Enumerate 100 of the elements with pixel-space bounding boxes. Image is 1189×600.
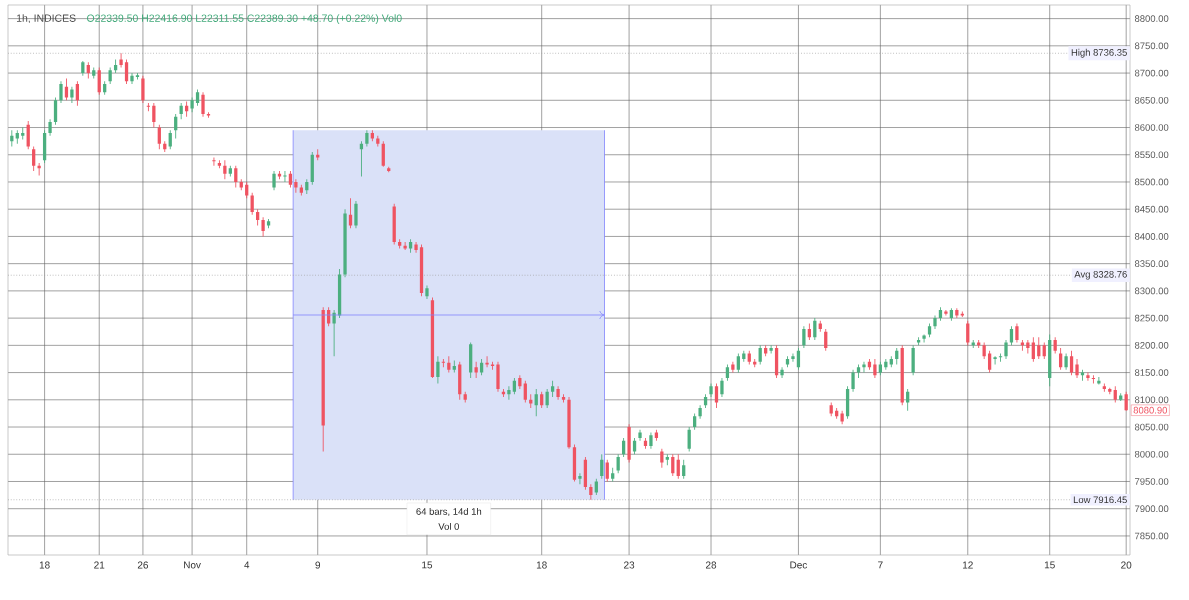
candlestick: [987, 350, 992, 373]
candlestick: [447, 356, 451, 373]
candlestick: [556, 386, 560, 400]
candlestick: [895, 348, 899, 365]
candlestick: [403, 241, 407, 251]
candlestick: [1119, 393, 1123, 401]
candlestick: [42, 130, 47, 163]
candlestick: [966, 320, 970, 346]
candlestick: [742, 350, 746, 362]
candlestick: [245, 181, 249, 199]
text: 1h, INDICES: [17, 14, 76, 24]
candlestick: [534, 388, 538, 417]
y-tick-label: 8550.00: [1134, 151, 1169, 159]
candlestick: [621, 437, 626, 457]
candlestick: [654, 429, 659, 441]
text: O22339.50 H22416.90 L22311.55 C22389.30 +48.70 (+0.22%) Vol0: [87, 14, 402, 24]
candlestick: [250, 192, 254, 215]
candlestick: [64, 78, 69, 101]
y-tick-label: 8450.00: [1134, 205, 1169, 213]
y-tick-label: 8100.00: [1134, 396, 1169, 404]
candlestick: [217, 160, 222, 169]
candlestick: [277, 171, 282, 180]
candlestick: [376, 135, 380, 147]
candlestick: [113, 59, 118, 74]
candlestick: [1064, 353, 1068, 370]
candlestick: [1042, 342, 1046, 359]
candlestick: [916, 337, 921, 346]
candlestick: [660, 448, 664, 468]
candlestick: [796, 348, 801, 370]
y-tick-label: 8500.00: [1134, 178, 1169, 186]
y-tick-label: 8750.00: [1134, 42, 1169, 50]
candlestick: [48, 119, 52, 136]
candlestick: [758, 345, 762, 365]
candlestick: [835, 407, 839, 419]
candlestick: [769, 345, 773, 354]
candlestick: [299, 184, 303, 196]
candlestick: [108, 67, 112, 84]
candlestick: [474, 361, 478, 379]
candlestick: [190, 97, 194, 113]
y-tick-label: 8200.00: [1134, 341, 1169, 349]
candlestick: [611, 467, 615, 482]
candlestick: [714, 383, 719, 408]
candlestick: [1108, 387, 1112, 395]
candlestick: [594, 478, 598, 496]
candlestick: [179, 103, 183, 120]
x-tick-label: 12: [962, 561, 973, 569]
candlestick: [518, 375, 522, 389]
candlestick: [550, 380, 555, 398]
candlestick: [294, 179, 298, 193]
candlestick: [649, 432, 653, 449]
candlestick: [1009, 326, 1014, 346]
candlestick: [15, 130, 19, 144]
x-tick-label: 18: [536, 561, 547, 569]
annotation: Vol 0: [438, 522, 459, 530]
candlestick: [878, 361, 882, 376]
candlestick: [687, 427, 691, 452]
candlestick: [37, 162, 41, 176]
candlestick: [698, 405, 702, 419]
y-tick-label: 8050.00: [1134, 423, 1169, 431]
candlestick: [348, 198, 353, 229]
candlestick: [496, 361, 500, 392]
candlestick: [731, 361, 735, 373]
y-tick-label: 8650.00: [1134, 96, 1169, 104]
candlestick: [103, 81, 107, 95]
candlestick: [567, 397, 571, 449]
candlestick: [201, 92, 205, 117]
candlestick: [441, 358, 445, 368]
candlestick: [627, 424, 631, 463]
x-tick-label: 18: [39, 561, 50, 569]
candlestick: [1069, 350, 1074, 376]
candlestick: [774, 345, 779, 379]
candlestick: [316, 149, 320, 161]
candlestick: [982, 342, 986, 359]
candlestick: [195, 89, 200, 106]
candlestick: [824, 329, 828, 351]
candlestick: [643, 437, 648, 449]
candlestick: [1097, 376, 1101, 385]
candlestick: [32, 146, 36, 172]
candlestick: [387, 166, 391, 173]
candlestick: [10, 130, 14, 147]
candlestick: [540, 391, 544, 408]
candlestick: [436, 356, 440, 384]
candlestick: [561, 394, 566, 403]
candlestick: [572, 444, 577, 482]
candlestick: [163, 141, 167, 153]
candlestick: [856, 364, 861, 379]
candlestick: [452, 360, 456, 373]
candlestick: [507, 386, 511, 400]
candlestick: [430, 297, 435, 379]
candlestick: [583, 456, 588, 490]
candlestick: [1048, 334, 1052, 387]
candlestick: [1015, 323, 1019, 343]
candlestick: [469, 342, 473, 379]
ref-line-label: Low 7916.45: [1073, 496, 1127, 504]
y-tick-label: 7900.00: [1135, 505, 1169, 513]
ref-line-label: Avg 8328.76: [1074, 270, 1127, 280]
candlestick: [124, 59, 129, 84]
y-tick-label: 8400.00: [1134, 233, 1169, 240]
candlestick: [873, 358, 877, 379]
candlestick: [157, 124, 161, 150]
